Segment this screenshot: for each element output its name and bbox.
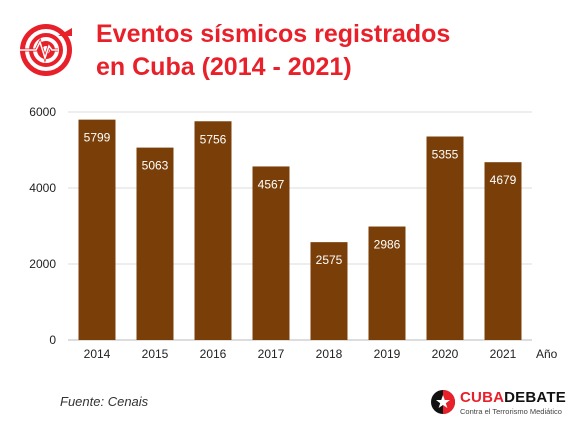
bar — [252, 166, 290, 340]
bar — [78, 119, 116, 340]
bar-value-label: 5799 — [84, 131, 111, 145]
brand-name-part1: CUBA — [460, 389, 505, 406]
source-note: Fuente: Cenais — [60, 394, 149, 409]
brand-tagline: Contra el Terrorismo Mediático — [460, 407, 562, 416]
x-tick-label: 2014 — [84, 347, 111, 361]
y-tick-label: 2000 — [29, 257, 56, 271]
y-tick-label: 4000 — [29, 181, 56, 195]
x-tick-label: 2017 — [258, 347, 285, 361]
bar-value-label: 4567 — [258, 177, 285, 191]
brand-logo: CUBADEBATE Contra el Terrorismo Mediátic… — [430, 388, 570, 420]
y-tick-label: 6000 — [29, 105, 56, 119]
bar-value-label: 2986 — [374, 238, 401, 252]
bar — [310, 242, 348, 340]
x-tick-label: 2020 — [432, 347, 459, 361]
logo-icon — [20, 24, 72, 76]
chart-title-line2: en Cuba (2014 - 2021) — [96, 53, 352, 81]
brand-name: CUBADEBATE — [460, 389, 566, 406]
bar-value-label: 5756 — [200, 132, 227, 146]
y-tick-label: 0 — [49, 333, 56, 347]
x-tick-label: 2018 — [316, 347, 343, 361]
x-axis-label: Año — [536, 347, 558, 361]
x-tick-label: 2016 — [200, 347, 227, 361]
bar — [426, 136, 464, 340]
bar-value-label: 4679 — [490, 173, 517, 187]
brand-star-icon — [431, 390, 455, 414]
chart-title: Eventos sísmicos registrados en Cuba (20… — [96, 18, 566, 84]
chart-title-line1: Eventos sísmicos registrados — [96, 20, 451, 48]
bar-chart: 0 2000 4000 6000 5799 2014 5063 2015 5756 2016 456… — [29, 105, 558, 361]
x-tick-label: 2021 — [490, 347, 517, 361]
brand-name-part2: DEBATE — [504, 389, 566, 406]
bar-value-label: 5355 — [432, 148, 459, 162]
bar — [368, 226, 406, 340]
bar — [194, 121, 232, 340]
x-tick-label: 2015 — [142, 347, 169, 361]
x-tick-label: 2019 — [374, 347, 401, 361]
bar-value-label: 5063 — [142, 159, 169, 173]
bar — [484, 162, 522, 340]
bar-value-label: 2575 — [316, 253, 343, 267]
bar — [136, 147, 174, 340]
